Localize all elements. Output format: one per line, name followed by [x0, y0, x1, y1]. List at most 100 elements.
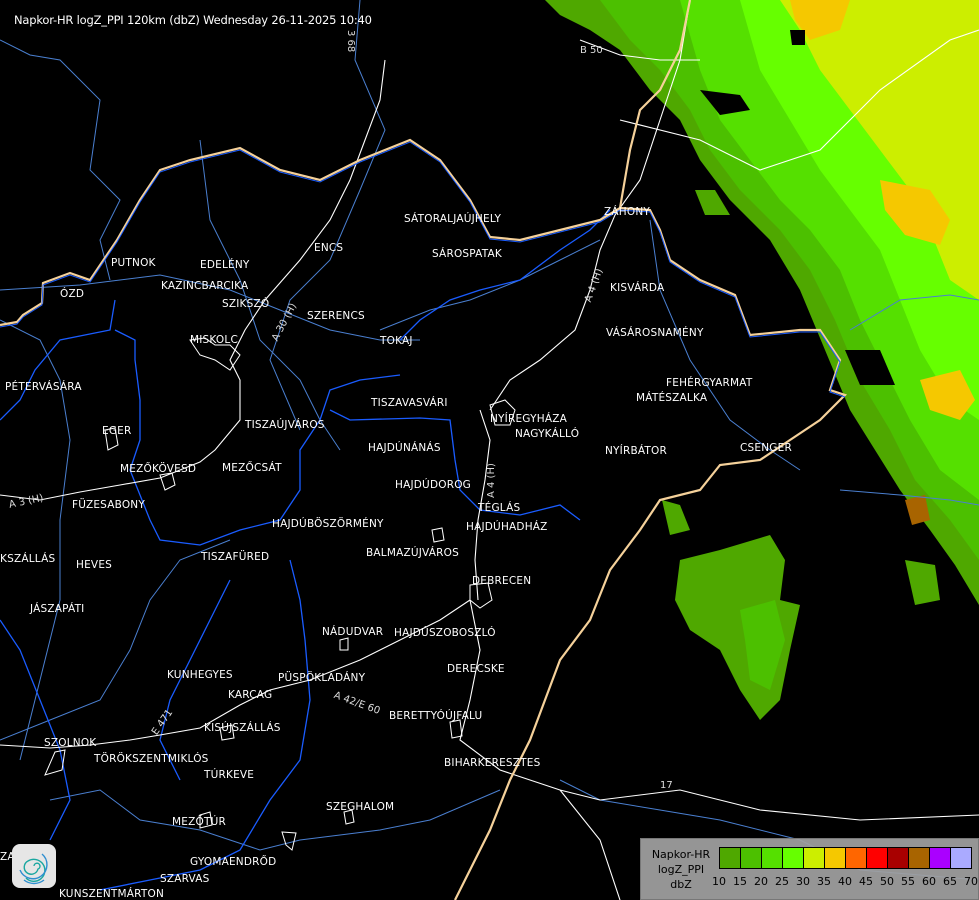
city-label: KARCAG [228, 689, 273, 701]
city-label: PÉTERVÁSÁRA [5, 381, 82, 393]
legend-line-type: logZ_PPI [657, 863, 705, 876]
road-number-label: 3 68 [345, 30, 356, 53]
echo-gap-1 [700, 90, 750, 115]
city-label: MEZŐCSÁT [222, 462, 282, 474]
city-label: PÜSPÖKLADÁNY [278, 672, 366, 684]
city-label: SZEGHALOM [326, 801, 395, 813]
legend-swatch [930, 848, 951, 868]
city-label: NÁDUDVAR [322, 626, 384, 638]
city-label: EDELÉNY [200, 259, 250, 271]
legend-tick-label: 25 [775, 875, 789, 888]
city-label: HAJDÚHADHÁZ [466, 521, 548, 533]
road-number-label: A 4 (H) [486, 463, 497, 498]
legend-tick-label: 30 [796, 875, 810, 888]
legend-swatch [825, 848, 846, 868]
legend-swatch [762, 848, 783, 868]
city-label: TISZAÚJVÁROS [245, 419, 325, 431]
city-label: SÁROSPATAK [432, 248, 502, 260]
city-label: SZIKSZÓ [222, 298, 270, 310]
city-label: SZOLNOK [44, 737, 97, 749]
city-label: TÖRÖKSZENTMIKLÓS [94, 753, 209, 765]
city-label: MÁTÉSZALKA [636, 392, 708, 404]
echo-se-10dbz-b [662, 500, 690, 535]
city-label: BALMAZÚJVÁROS [366, 547, 459, 559]
legend-swatch [909, 848, 930, 868]
city-label: TISZAVASVÁRI [371, 397, 448, 409]
city-label: ÓZD [60, 288, 85, 300]
city-label: ZÁHONY [604, 206, 651, 218]
legend-label: Napkor-HR logZ_PPI dbZ [647, 847, 715, 892]
legend-swatch [888, 848, 909, 868]
echo-gap-2 [790, 30, 805, 45]
legend-tick-label: 55 [901, 875, 915, 888]
city-label: DEBRECEN [472, 575, 532, 587]
city-label: HAJDÚBÖSZÖRMÉNY [272, 518, 384, 530]
legend-swatch [720, 848, 741, 868]
echo-35dbz-c [920, 370, 975, 420]
legend-tick-label: 15 [733, 875, 747, 888]
city-label: HAJDÚDOROG [395, 479, 471, 491]
city-label: BIHARKERESZTES [444, 757, 541, 769]
legend-swatch [867, 848, 888, 868]
legend-tick-label: 40 [838, 875, 852, 888]
city-label: MEZŐTÚR [172, 816, 226, 828]
legend-tick-label: 60 [922, 875, 936, 888]
city-label: KAZINCBARCIKA [161, 280, 249, 292]
city-label: GYOMAENDRŐD [190, 856, 277, 868]
echo-ne-10dbz-d [695, 190, 730, 215]
road-number-label: 17 [660, 780, 673, 791]
rivers [0, 209, 611, 891]
road-number-label: B 50 [580, 45, 603, 56]
city-label: KUNHEGYES [167, 669, 233, 681]
color-scale-legend: Napkor-HR logZ_PPI dbZ 10 15 20 25 30 35 40 45 5… [640, 838, 979, 900]
city-label: FÜZESABONY [72, 499, 145, 511]
city-label: TÚRKEVE [204, 769, 255, 781]
legend-tick-label: 50 [880, 875, 894, 888]
legend-color-bar [719, 847, 972, 869]
legend-swatch [741, 848, 762, 868]
city-label: PUTNOK [111, 257, 156, 269]
echo-gap-4 [830, 460, 900, 540]
city-label: BERETTYÓÚJFALU [389, 710, 483, 722]
city-label: FEHÉRGYARMAT [666, 377, 753, 389]
legend-swatch [846, 848, 867, 868]
city-label: NYÍRBÁTOR [605, 445, 668, 457]
legend-tick-label: 20 [754, 875, 768, 888]
legend-tick-label: 65 [943, 875, 957, 888]
legend-tick-label: 70 [964, 875, 978, 888]
country-border [0, 0, 848, 900]
city-label: HEVES [76, 559, 113, 571]
echo-se-10dbz-c [905, 560, 940, 605]
echo-gap-3 [845, 350, 895, 385]
legend-line-unit: dbZ [670, 878, 692, 891]
city-label: MISKOLC [190, 334, 238, 346]
town-outlines [44, 337, 516, 851]
city-label: NYÍREGYHÁZA [490, 413, 567, 425]
legend-line-product: Napkor-HR [651, 848, 711, 861]
city-label: VÁSÁROSNAMÉNY [606, 327, 704, 339]
city-label: KSZÁLLÁS [0, 553, 56, 565]
city-label: ENCS [314, 242, 344, 254]
city-label: HAJDÚSZOBOSZLÓ [394, 627, 496, 639]
city-label: JÁSZAPÁTI [30, 603, 85, 615]
map-title: Napkor-HR logZ_PPI 120km (dbZ) Wednesday… [14, 13, 372, 27]
city-label: TOKAJ [380, 335, 413, 347]
city-label: SZERENCS [307, 310, 365, 322]
legend-tick-label: 45 [859, 875, 873, 888]
city-label: MEZŐKÖVESD [120, 463, 197, 475]
echo-45dbz-c [905, 495, 930, 525]
city-label: TISZAFÜRED [201, 551, 270, 563]
city-label: DERECSKE [447, 663, 505, 675]
city-label: HAJDÚNÁNÁS [368, 442, 441, 454]
city-label: NAGYKÁLLÓ [515, 428, 580, 440]
city-label: CSENGER [740, 442, 792, 454]
legend-swatch [783, 848, 804, 868]
legend-swatch [804, 848, 825, 868]
city-label: TÉGLÁS [478, 502, 521, 514]
echo-35dbz-b [880, 180, 950, 245]
legend-tick-label: 10 [712, 875, 726, 888]
city-label: KISVÁRDA [610, 282, 665, 294]
